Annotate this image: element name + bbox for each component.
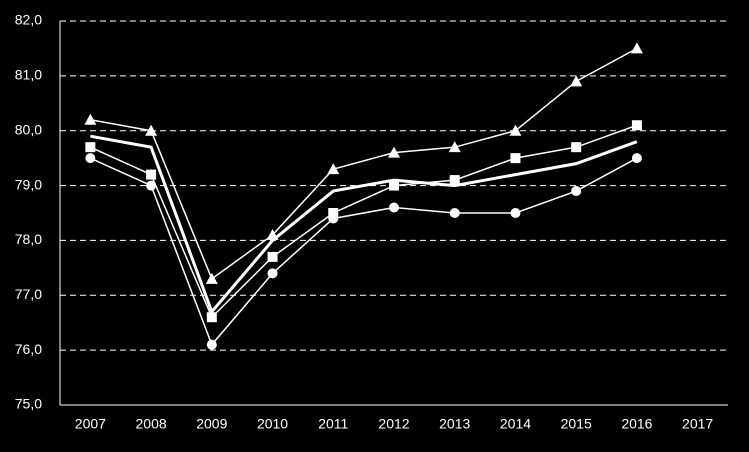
marker-triangle (205, 272, 218, 284)
x-tick-label: 2016 (621, 416, 652, 432)
marker-square (267, 251, 278, 262)
x-tick-label: 2015 (561, 416, 592, 432)
marker-triangle (448, 141, 461, 153)
marker-circle (267, 268, 278, 279)
marker-square (571, 142, 582, 153)
marker-circle (631, 153, 642, 164)
marker-square (631, 120, 642, 131)
marker-square (389, 180, 399, 191)
marker-triangle (570, 75, 583, 87)
y-tick-label: 78,0 (15, 231, 42, 247)
marker-square (146, 169, 157, 180)
series-line (90, 157, 638, 347)
marker-triangle (388, 146, 400, 158)
marker-triangle (630, 42, 643, 54)
x-tick-label: 2013 (439, 416, 470, 432)
marker-circle (328, 213, 339, 224)
marker-square (85, 142, 96, 153)
y-tick-label: 76,0 (15, 341, 42, 357)
marker-triangle (84, 113, 97, 125)
x-tick-label: 2011 (318, 416, 348, 432)
series-line (90, 134, 638, 315)
marker-circle (85, 153, 96, 164)
x-tick-label: 2014 (500, 416, 531, 432)
series-line (90, 47, 638, 280)
y-tick-label: 75,0 (15, 396, 42, 412)
marker-square (449, 175, 460, 186)
marker-square (510, 153, 521, 164)
series-line (90, 124, 638, 319)
x-tick-label: 2017 (682, 416, 713, 432)
marker-triangle (145, 124, 158, 136)
marker-circle (146, 180, 157, 191)
x-tick-label: 2007 (75, 416, 106, 432)
marker-square (328, 208, 339, 218)
x-tick-label: 2009 (196, 416, 227, 432)
x-tick-label: 2008 (136, 416, 167, 432)
marker-circle (389, 202, 399, 213)
marker-circle (449, 208, 460, 218)
y-tick-label: 82,0 (15, 12, 42, 28)
y-tick-label: 79,0 (15, 176, 42, 192)
marker-square (206, 312, 217, 323)
y-tick-label: 81,0 (15, 67, 42, 83)
marker-circle (510, 208, 521, 218)
marker-triangle (509, 124, 522, 136)
marker-triangle (327, 163, 340, 175)
marker-circle (571, 186, 582, 197)
y-tick-label: 80,0 (15, 121, 42, 137)
y-tick-label: 77,0 (15, 286, 42, 302)
x-tick-label: 2012 (378, 416, 409, 432)
marker-circle (206, 339, 217, 350)
x-tick-label: 2010 (257, 416, 288, 432)
